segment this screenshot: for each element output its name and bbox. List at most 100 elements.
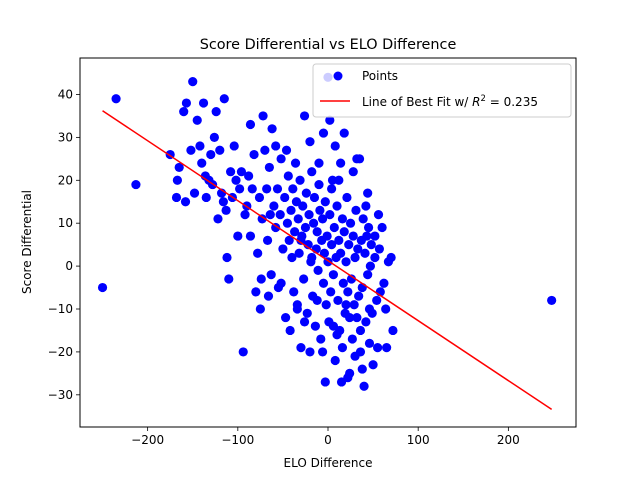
data-point — [388, 325, 398, 336]
data-point — [329, 222, 339, 233]
data-point — [180, 197, 191, 207]
data-point — [317, 347, 328, 357]
legend-points-label: Points — [362, 69, 398, 83]
data-point — [299, 274, 309, 284]
data-point — [299, 111, 310, 121]
data-point — [186, 145, 196, 155]
data-point — [320, 377, 330, 387]
data-point — [361, 201, 371, 211]
data-point — [336, 248, 346, 258]
data-point — [363, 188, 373, 198]
legend-line-label-exp: 2 — [481, 94, 486, 104]
data-point — [292, 304, 302, 314]
legend-line-label-r: R — [472, 95, 480, 109]
data-point — [332, 330, 342, 340]
data-point — [341, 300, 351, 310]
data-point — [328, 321, 339, 331]
y-tick-label: −20 — [48, 345, 73, 359]
data-point — [244, 171, 254, 181]
data-point — [179, 107, 189, 117]
data-point — [302, 308, 312, 318]
data-point — [247, 184, 257, 194]
data-point — [338, 278, 348, 288]
legend-line-label: Line of Best Fit w/ R2 = 0.235 — [362, 94, 538, 109]
data-point — [345, 312, 355, 323]
data-point — [171, 192, 182, 203]
data-point — [355, 325, 366, 336]
data-point — [337, 214, 348, 224]
data-point — [265, 210, 275, 220]
data-point — [336, 158, 346, 168]
data-point — [240, 210, 250, 220]
data-point — [201, 192, 211, 203]
data-point — [298, 201, 308, 211]
data-point — [312, 227, 322, 237]
y-tick-label: 10 — [58, 216, 73, 230]
data-point — [321, 300, 331, 310]
data-point — [327, 240, 337, 250]
data-point — [317, 214, 328, 224]
data-point — [339, 227, 349, 237]
data-point — [288, 184, 298, 194]
data-point — [284, 235, 294, 245]
data-point — [353, 244, 363, 254]
data-point — [262, 235, 273, 245]
x-tick-label: 200 — [497, 433, 520, 447]
data-point — [366, 240, 376, 250]
data-point — [198, 98, 209, 108]
data-point — [222, 252, 232, 263]
x-axis-label: ELO Difference — [284, 456, 373, 470]
data-point — [272, 184, 283, 194]
data-point — [316, 334, 326, 344]
data-point — [386, 252, 396, 263]
data-point — [286, 205, 296, 215]
data-point — [299, 317, 310, 327]
data-point — [344, 240, 354, 250]
data-point — [282, 218, 293, 228]
data-point — [352, 154, 362, 164]
data-point — [346, 274, 357, 284]
y-tick-label: 40 — [58, 87, 73, 101]
data-point — [229, 141, 239, 151]
data-point — [235, 184, 245, 194]
data-point — [372, 295, 382, 306]
data-point — [342, 192, 352, 203]
data-point — [174, 162, 184, 173]
y-tick-label: 20 — [58, 173, 73, 187]
data-point — [309, 192, 320, 203]
data-point — [381, 304, 391, 314]
data-point — [322, 231, 332, 241]
data-point — [341, 257, 351, 267]
data-point — [347, 334, 357, 344]
data-point — [315, 205, 325, 215]
x-tick-label: 0 — [324, 433, 332, 447]
y-tick-label: −10 — [48, 302, 73, 316]
data-point — [267, 124, 277, 134]
data-point — [290, 227, 300, 237]
data-point — [256, 274, 266, 284]
data-point — [373, 343, 383, 353]
data-point — [310, 321, 320, 331]
data-point — [293, 214, 303, 224]
data-point — [245, 231, 256, 241]
data-point — [332, 201, 342, 211]
chart-title: Score Differential vs ELO Difference — [200, 37, 457, 53]
data-point — [278, 244, 288, 254]
data-point — [374, 244, 385, 254]
data-point — [251, 287, 261, 297]
data-point — [362, 231, 372, 241]
data-point — [231, 175, 241, 185]
data-point — [290, 158, 301, 168]
data-point — [283, 171, 293, 181]
data-point — [271, 141, 281, 151]
data-point — [305, 347, 315, 357]
data-point — [357, 364, 367, 374]
data-point — [304, 210, 314, 220]
data-point — [224, 274, 234, 284]
data-point — [348, 231, 358, 241]
data-point — [314, 179, 324, 190]
data-point — [382, 343, 392, 353]
data-point — [361, 317, 371, 327]
